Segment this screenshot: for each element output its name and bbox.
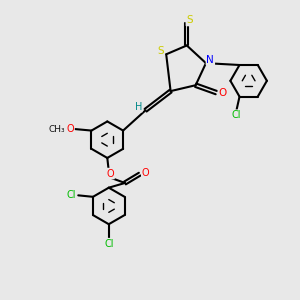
Text: H: H	[134, 102, 142, 112]
Text: Cl: Cl	[66, 190, 76, 200]
Text: O: O	[219, 88, 227, 98]
Text: Cl: Cl	[232, 110, 241, 120]
Text: S: S	[158, 46, 164, 56]
Text: S: S	[186, 15, 193, 26]
Text: O: O	[66, 124, 74, 134]
Text: CH₃: CH₃	[49, 124, 65, 134]
Text: N: N	[206, 55, 214, 64]
Text: Cl: Cl	[104, 238, 113, 249]
Text: O: O	[106, 169, 114, 178]
Text: O: O	[142, 168, 149, 178]
